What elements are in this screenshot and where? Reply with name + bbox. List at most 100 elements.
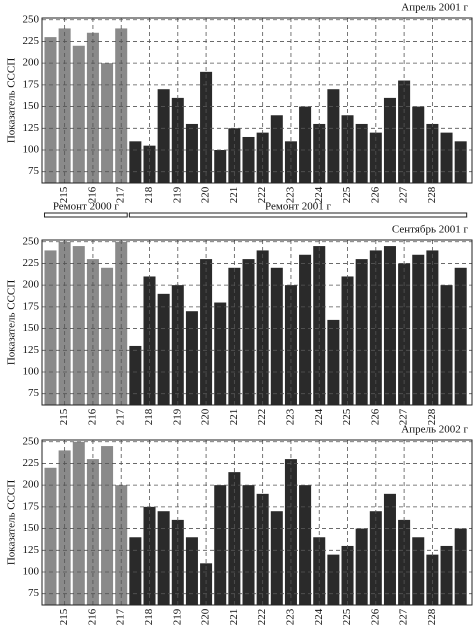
- y-tick-label: 200: [23, 57, 40, 69]
- y-axis-label: Показатель СССП: [6, 480, 18, 565]
- y-tick-label: 125: [23, 344, 40, 356]
- y-tick-label: 225: [23, 257, 40, 269]
- x-tick-label: 222: [256, 609, 268, 626]
- bar: [426, 554, 439, 605]
- bar: [200, 563, 213, 605]
- bar: [228, 267, 241, 405]
- x-tick-label: 226: [369, 608, 381, 625]
- bar: [185, 311, 198, 405]
- bar: [299, 254, 312, 405]
- bar: [440, 545, 453, 605]
- bar: [200, 71, 213, 183]
- bar: [157, 293, 170, 405]
- bar: [256, 132, 269, 183]
- y-tick-label: 125: [23, 544, 40, 556]
- bar: [440, 285, 453, 405]
- bar: [327, 89, 340, 183]
- bar: [44, 250, 57, 405]
- y-tick-label: 250: [23, 13, 40, 25]
- y-tick-label: 75: [28, 387, 40, 399]
- x-tick-label: 227: [398, 608, 410, 625]
- x-tick-label: 219: [171, 608, 183, 625]
- chart-title: Сентябрь 2001 г: [392, 224, 469, 236]
- annotation: Ремонт 2000 г: [53, 201, 120, 213]
- y-axis-label: Показатель СССП: [6, 58, 18, 143]
- bar: [72, 441, 85, 605]
- x-tick-label: 215: [58, 186, 70, 203]
- x-tick-label: 219: [171, 186, 183, 203]
- bar: [355, 259, 368, 405]
- bar: [58, 241, 71, 405]
- chart-title: Апрель 2001 г: [401, 2, 468, 14]
- x-tick-label: 223: [284, 608, 296, 625]
- x-tick-label: 215: [58, 408, 70, 425]
- x-tick-label: 226: [369, 408, 381, 425]
- x-tick-label: 221: [228, 609, 240, 626]
- x-tick-label: 228: [426, 186, 438, 203]
- bar: [270, 511, 283, 605]
- bar: [369, 132, 382, 183]
- bar: [270, 267, 283, 405]
- bar: [214, 150, 227, 183]
- bar: [44, 37, 57, 184]
- x-tick-label: 223: [284, 186, 296, 203]
- bar: [284, 141, 297, 183]
- bar: [129, 537, 142, 605]
- bar: [101, 63, 114, 183]
- x-tick-label: 218: [143, 186, 155, 203]
- bar: [242, 136, 255, 183]
- bar: [214, 302, 227, 405]
- x-tick-label: 225: [341, 186, 353, 203]
- y-tick-label: 175: [23, 78, 40, 90]
- x-tick-label: 217: [115, 186, 127, 203]
- bar: [327, 554, 340, 605]
- x-tick-label: 222: [256, 187, 268, 204]
- bar: [299, 106, 312, 183]
- y-tick-label: 125: [23, 122, 40, 134]
- bar: [454, 267, 467, 405]
- bar: [185, 537, 198, 605]
- y-tick-label: 225: [23, 457, 40, 469]
- x-tick-label: 228: [426, 408, 438, 425]
- y-tick-label: 175: [23, 300, 40, 312]
- bar: [44, 467, 57, 605]
- y-tick-label: 150: [23, 522, 40, 534]
- bar: [115, 241, 128, 405]
- y-axis-label: Показатель СССП: [6, 280, 18, 365]
- bar: [355, 528, 368, 605]
- bar: [242, 259, 255, 405]
- x-tick-label: 222: [256, 409, 268, 426]
- bar: [157, 89, 170, 183]
- bar: [383, 97, 396, 183]
- bar: [313, 537, 326, 605]
- bar: [412, 106, 425, 183]
- x-tick-label: 217: [115, 608, 127, 625]
- x-tick-label: 220: [200, 186, 212, 203]
- bar: [72, 45, 85, 183]
- x-tick-label: 221: [228, 187, 240, 204]
- x-tick-label: 219: [171, 408, 183, 425]
- x-tick-label: 226: [369, 186, 381, 203]
- y-tick-label: 75: [28, 587, 40, 599]
- bar: [270, 115, 283, 183]
- y-tick-label: 75: [28, 165, 40, 177]
- y-tick-label: 100: [23, 566, 40, 578]
- y-tick-label: 100: [23, 366, 40, 378]
- x-tick-label: 216: [86, 186, 98, 203]
- x-tick-label: 216: [86, 408, 98, 425]
- bar: [369, 511, 382, 605]
- plot-frame: [41, 17, 473, 184]
- bar: [72, 246, 85, 405]
- bar: [143, 145, 156, 183]
- y-tick-label: 200: [23, 479, 40, 491]
- bar: [129, 141, 142, 183]
- x-tick-label: 220: [200, 408, 212, 425]
- x-tick-label: 225: [341, 608, 353, 625]
- x-tick-label: 215: [58, 608, 70, 625]
- annotation-bar: [43, 212, 128, 218]
- annotation: Ремонт 2001 г: [265, 201, 332, 213]
- y-tick-label: 250: [23, 435, 40, 447]
- y-tick-label: 150: [23, 100, 40, 112]
- bar: [454, 528, 467, 605]
- plot-frame: [41, 439, 473, 606]
